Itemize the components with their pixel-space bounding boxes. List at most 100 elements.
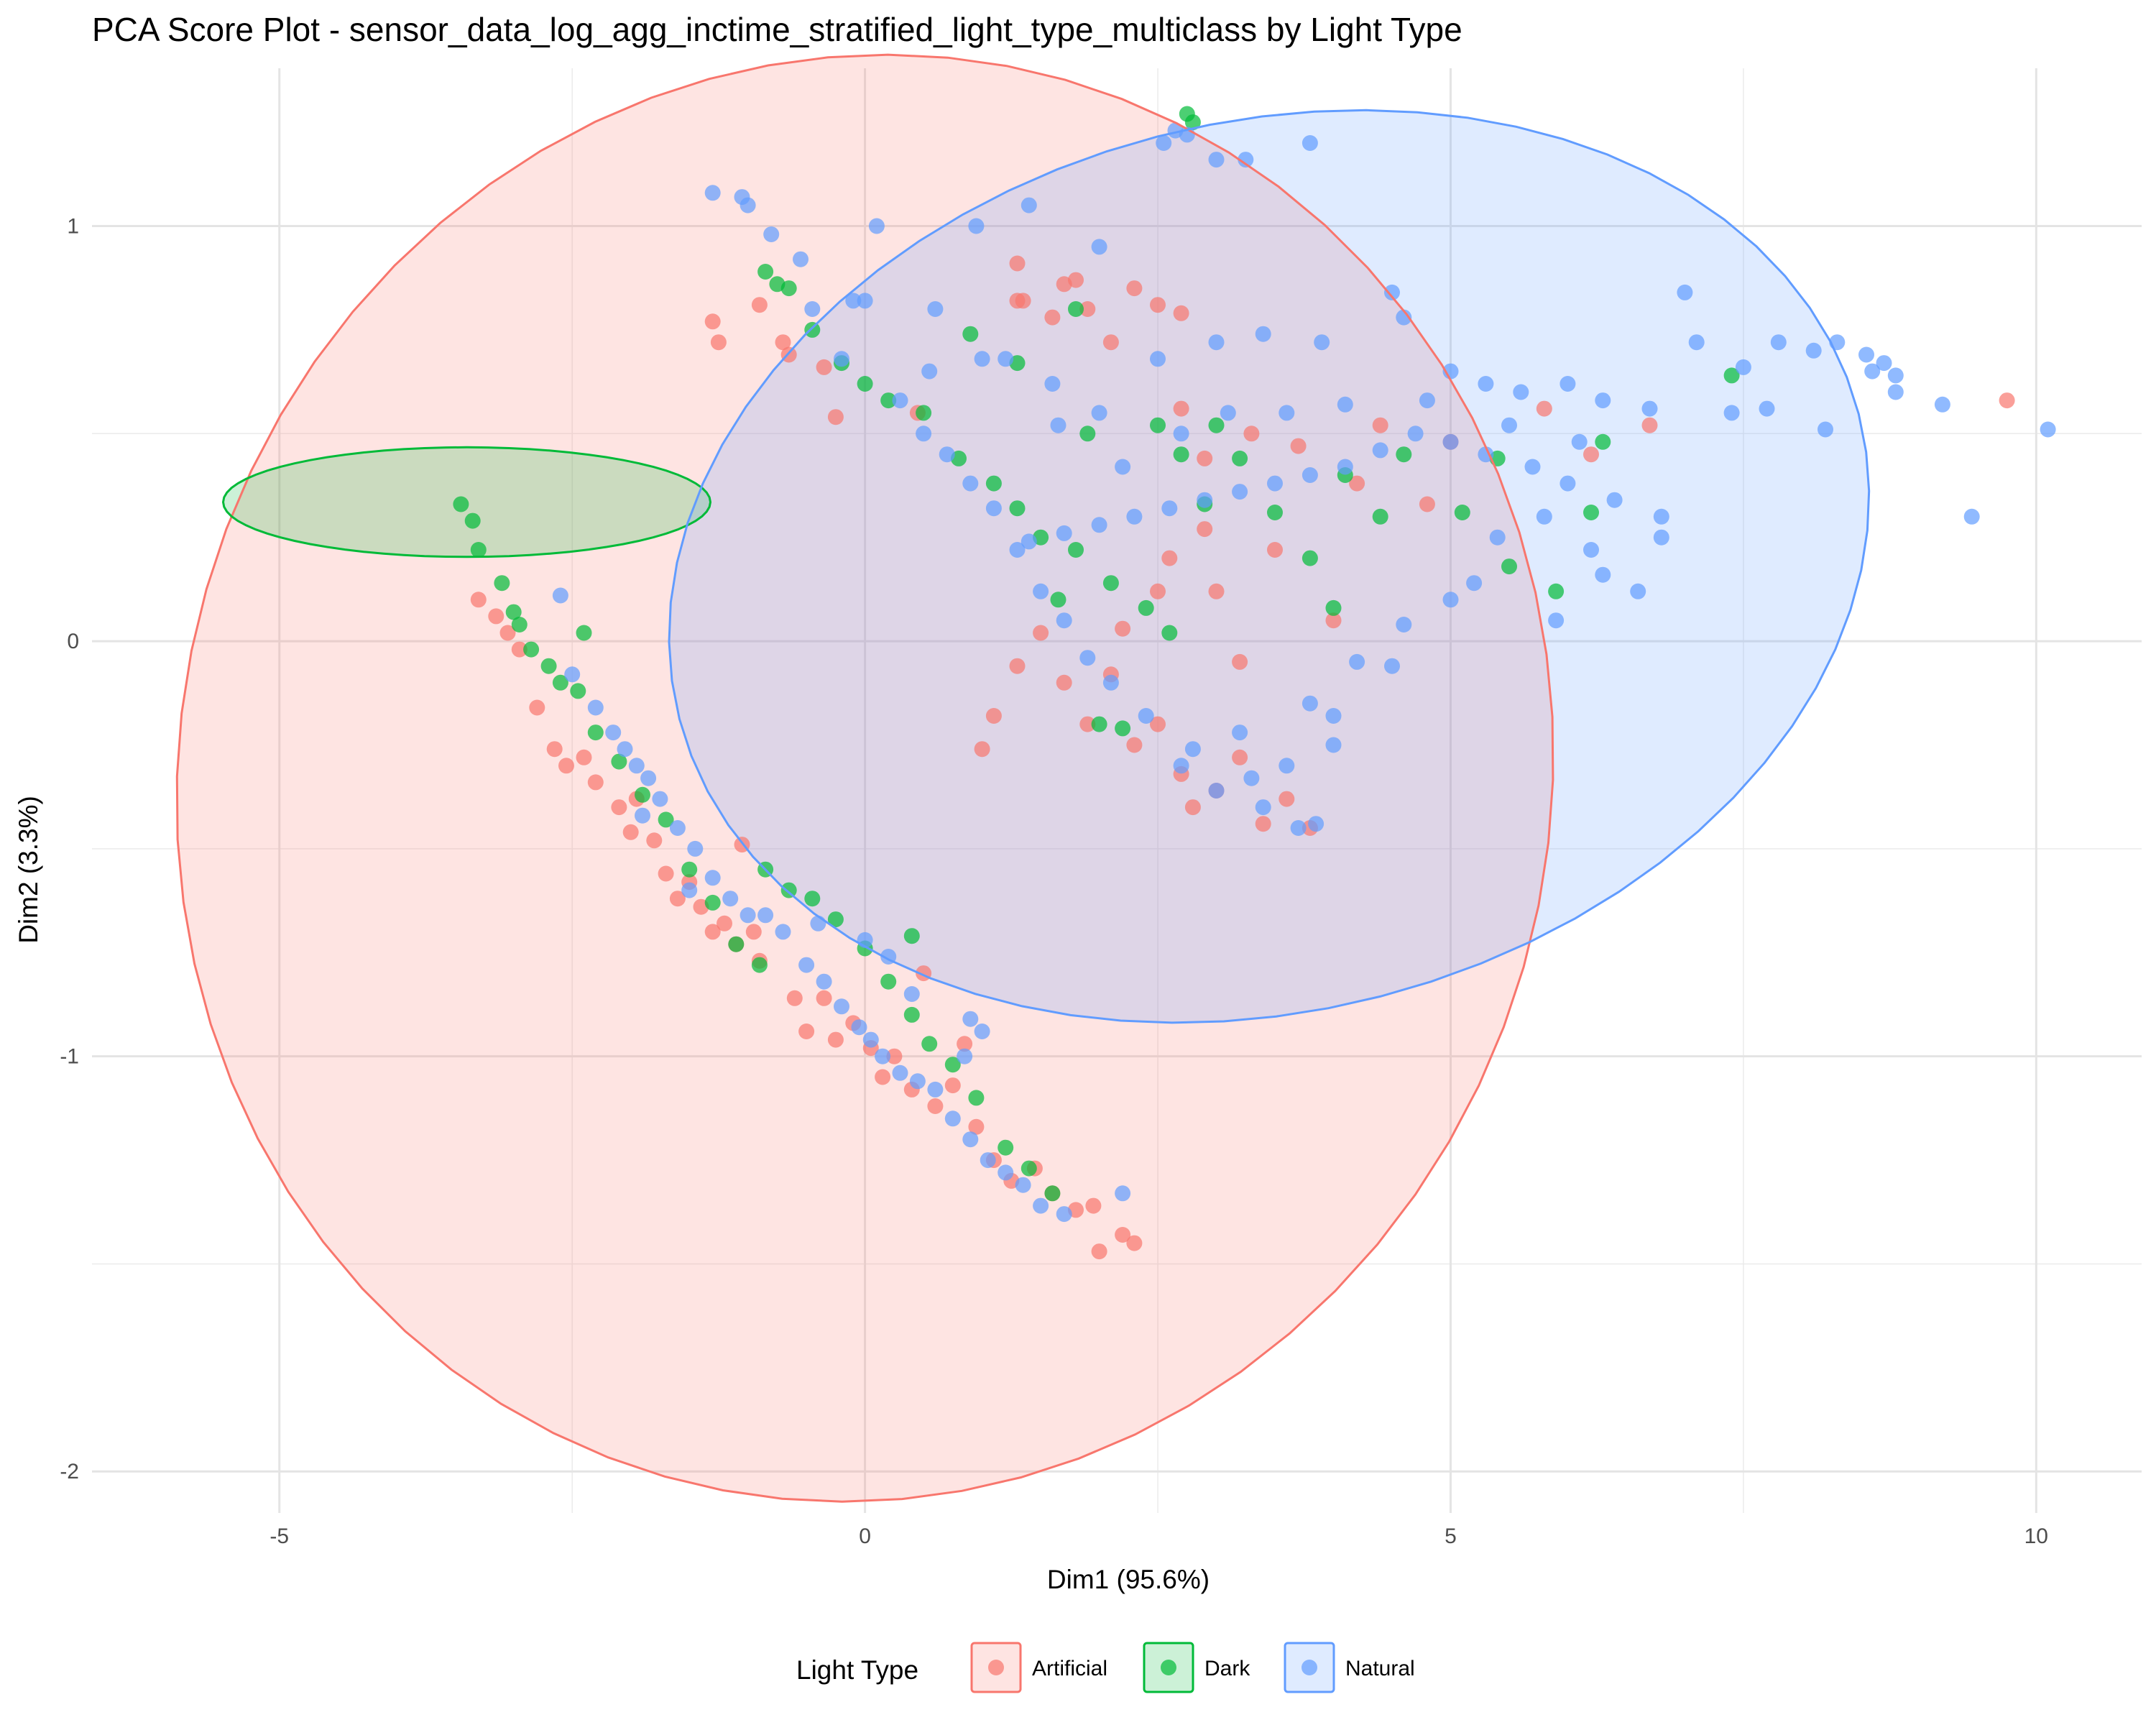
legend-dot-artificial [988,1660,1004,1675]
point-artificial [1999,392,2015,409]
x-axis-title: Dim1 (95.6%) [1047,1565,1210,1594]
point-artificial [1197,521,1213,538]
point-natural [1173,426,1189,442]
point-artificial [1126,737,1143,753]
point-natural [640,770,657,786]
point-natural [968,218,985,234]
point-natural [1102,674,1119,691]
point-artificial [1325,612,1342,629]
ellipse-outline-artificial [175,53,1554,1503]
point-dark [1091,716,1107,732]
point-artificial [658,865,674,882]
point-dark [1150,417,1166,433]
point-natural [974,1024,990,1039]
point-natural [1478,446,1494,463]
ellipse-outline-natural [668,109,1871,1024]
point-artificial [1161,550,1178,566]
point-natural [757,907,774,924]
point-artificial [646,832,663,849]
point-artificial [816,990,832,1006]
point-natural [974,351,990,367]
point-dark [470,542,487,558]
point-natural [1220,405,1236,421]
point-natural [985,500,1002,517]
point-natural [1677,284,1693,300]
point-natural [1560,376,1576,392]
point-artificial [1243,426,1260,442]
point-artificial [1068,272,1084,288]
point-artificial [1173,305,1189,321]
axis-ticks: -5 0 5 10 -2 -1 0 1 [60,214,2048,1548]
point-natural [1513,384,1529,400]
chart-title: PCA Score Plot - sensor_data_log_agg_inc… [92,11,1462,48]
point-dark [780,882,797,898]
point-artificial [827,409,844,426]
point-artificial [1583,446,1599,463]
point-dark [1184,114,1201,131]
point-natural [1208,783,1225,799]
point-natural [1044,376,1061,392]
point-natural [1290,820,1307,836]
confidence-ellipses [177,55,1869,1502]
point-natural [1161,500,1178,517]
point-natural [1887,367,1904,384]
point-dark [1396,446,1412,463]
point-natural [980,1152,996,1169]
point-natural [1056,1206,1072,1223]
point-natural [1056,525,1072,541]
legend-items: Artificial Dark Natural [970,1642,1415,1693]
point-natural [998,351,1014,367]
point-dark [570,683,586,699]
point-dark [1302,550,1318,566]
legend-label-natural: Natural [1345,1657,1415,1680]
point-natural [1255,326,1271,342]
point-natural [1818,421,1833,438]
point-natural [810,915,826,932]
point-natural [1548,612,1565,629]
point-dark [1102,575,1119,592]
point-artificial [611,799,627,816]
point-dark [985,475,1002,492]
point-dark [540,658,557,674]
y-tick-label: -2 [60,1460,79,1484]
point-artificial [470,592,487,608]
point-dark [1173,446,1189,463]
point-artificial [1091,1243,1107,1260]
point-dark [757,264,774,280]
point-artificial [1536,400,1552,417]
legend-item-artificial: Artificial [970,1642,1107,1693]
point-artificial [1102,334,1119,351]
point-artificial [827,1031,844,1048]
point-dark [552,674,568,691]
point-natural [1759,400,1775,417]
point-natural [1560,475,1576,492]
point-artificial [927,1098,944,1114]
point-natural [1279,405,1295,421]
point-dark [523,641,540,658]
point-natural [1641,400,1658,417]
point-natural [862,1031,879,1048]
point-natural [1384,284,1400,300]
point-natural [1115,1185,1131,1202]
point-dark [1232,450,1248,466]
point-natural [669,820,686,836]
point-dark [1501,558,1517,575]
point-dark [1079,426,1096,442]
point-natural [775,924,791,940]
point-natural [892,1064,908,1081]
point-artificial [546,741,563,758]
point-natural [1115,459,1131,475]
point-natural [1173,758,1189,774]
x-tick-label: -5 [270,1524,289,1548]
point-natural [1279,758,1295,774]
point-natural [1442,592,1459,608]
point-natural [1372,442,1388,459]
point-dark [1068,542,1084,558]
point-natural [1396,617,1412,632]
point-artificial [587,774,604,791]
point-dark [1115,720,1131,737]
point-artificial [1033,625,1049,641]
point-artificial [1079,301,1096,317]
point-dark [944,1057,961,1073]
